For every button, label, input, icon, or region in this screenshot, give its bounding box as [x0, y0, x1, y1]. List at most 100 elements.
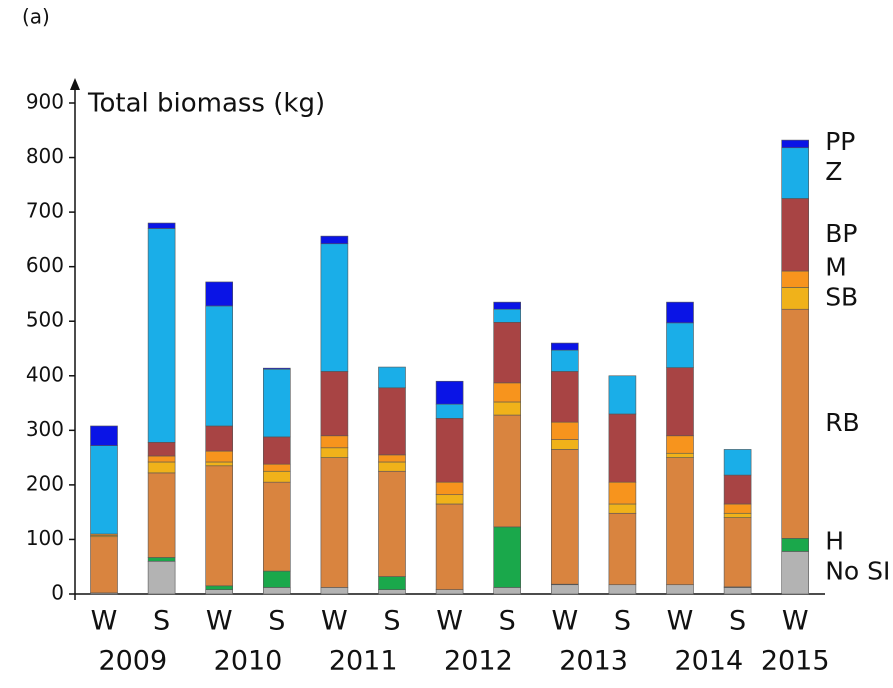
- legend-label: RB: [825, 408, 860, 437]
- y-tick-label: 700: [26, 199, 64, 223]
- x-tick-label: S: [383, 606, 400, 637]
- bar-segment: [493, 308, 522, 323]
- bar-segment: [550, 439, 579, 450]
- year-label: 2013: [559, 646, 628, 677]
- bar-segment: [262, 570, 291, 588]
- x-tick-label: S: [153, 606, 170, 637]
- bar-segment: [147, 461, 176, 474]
- bar-segment: [550, 421, 579, 440]
- bar-segment: [435, 418, 464, 483]
- x-tick-label: W: [321, 606, 348, 637]
- bar-segment: [262, 587, 291, 595]
- bar-segment: [608, 481, 637, 505]
- bar-segment: [666, 301, 694, 324]
- bar-segment: [320, 435, 349, 449]
- x-tick-label: S: [614, 606, 631, 637]
- axis-arrow: [70, 78, 80, 90]
- x-tick-label: S: [729, 606, 746, 637]
- bar-segment: [781, 538, 810, 552]
- bar-segment: [378, 454, 406, 463]
- bar-segment: [205, 425, 233, 452]
- y-tick-label: 900: [26, 90, 64, 114]
- bar-segment: [435, 494, 464, 505]
- bar-segment: [550, 371, 579, 423]
- bar-segment: [90, 445, 118, 535]
- year-label: 2014: [674, 646, 743, 677]
- bar-segment: [320, 371, 349, 437]
- legend-label: No SI: [825, 557, 890, 586]
- x-tick-label: W: [206, 606, 233, 637]
- bar-segment: [781, 551, 810, 595]
- bar-segment: [378, 470, 406, 577]
- bar-segment: [608, 512, 637, 586]
- bar-segment: [205, 281, 233, 307]
- bar-segment: [608, 413, 637, 483]
- legend-label: M: [825, 252, 847, 281]
- bar-segment: [723, 512, 752, 518]
- bar-segment: [378, 589, 406, 595]
- bar-segment: [147, 557, 176, 562]
- y-tick-label: 400: [26, 362, 64, 386]
- y-tick-label: 500: [26, 308, 64, 332]
- bar-segment: [493, 382, 522, 403]
- y-tick-label: 600: [26, 253, 64, 277]
- bar-segment: [378, 576, 406, 590]
- bar-segment: [90, 536, 118, 594]
- bar-segment: [723, 587, 752, 595]
- bar-segment: [320, 243, 349, 372]
- bar-segment: [781, 270, 810, 288]
- y-tick-label: 200: [26, 471, 64, 495]
- bar-segment: [550, 349, 579, 372]
- bar-segment: [147, 228, 176, 443]
- x-tick-label: W: [551, 606, 578, 637]
- bar-segment: [205, 461, 233, 467]
- bar-segment: [666, 584, 694, 595]
- bar-segment: [723, 474, 752, 505]
- bar-segment: [723, 449, 752, 476]
- bar-segment: [378, 387, 406, 456]
- bar-segment: [435, 481, 464, 496]
- bar-segment: [493, 414, 522, 528]
- year-label: 2015: [761, 646, 830, 677]
- bar-segment: [147, 442, 176, 457]
- bar-segment: [666, 435, 694, 454]
- legend-label: PP: [825, 127, 855, 156]
- bar-segment: [147, 560, 176, 595]
- legend-label: BP: [825, 219, 857, 248]
- bar-segment: [493, 587, 522, 595]
- panel-label: (a): [22, 5, 50, 29]
- y-axis-label: Total biomass (kg): [87, 89, 325, 119]
- bar-segment: [493, 526, 522, 588]
- bar-segment: [608, 584, 637, 595]
- bar-segment: [205, 585, 233, 590]
- legend-label: Z: [825, 157, 842, 186]
- year-label: 2011: [329, 646, 398, 677]
- x-tick-label: S: [268, 606, 285, 637]
- bar-segment: [320, 235, 349, 245]
- x-tick-label: W: [91, 606, 118, 637]
- year-label: 2009: [98, 646, 167, 677]
- bar-segment: [666, 457, 694, 586]
- year-label: 2012: [444, 646, 513, 677]
- bar-segment: [262, 367, 291, 370]
- year-label: 2010: [214, 646, 283, 677]
- bar-segment: [608, 375, 637, 415]
- bar-segment: [262, 436, 291, 465]
- bar-segment: [262, 481, 291, 572]
- bar-segment: [320, 587, 349, 595]
- bar-segment: [435, 403, 464, 419]
- legend-label: SB: [825, 282, 858, 311]
- bar-segment: [781, 198, 810, 272]
- bar-segment: [723, 517, 752, 588]
- bar-segment: [320, 457, 349, 588]
- bar-segment: [666, 322, 694, 368]
- bar-segment: [550, 449, 579, 585]
- bar-segment: [205, 450, 233, 463]
- bar-segment: [781, 139, 810, 149]
- bar-segment: [493, 301, 522, 310]
- bar-segment: [378, 366, 406, 389]
- bar-segment: [435, 380, 464, 405]
- y-tick-label: 100: [26, 526, 64, 550]
- bar-segment: [493, 401, 522, 416]
